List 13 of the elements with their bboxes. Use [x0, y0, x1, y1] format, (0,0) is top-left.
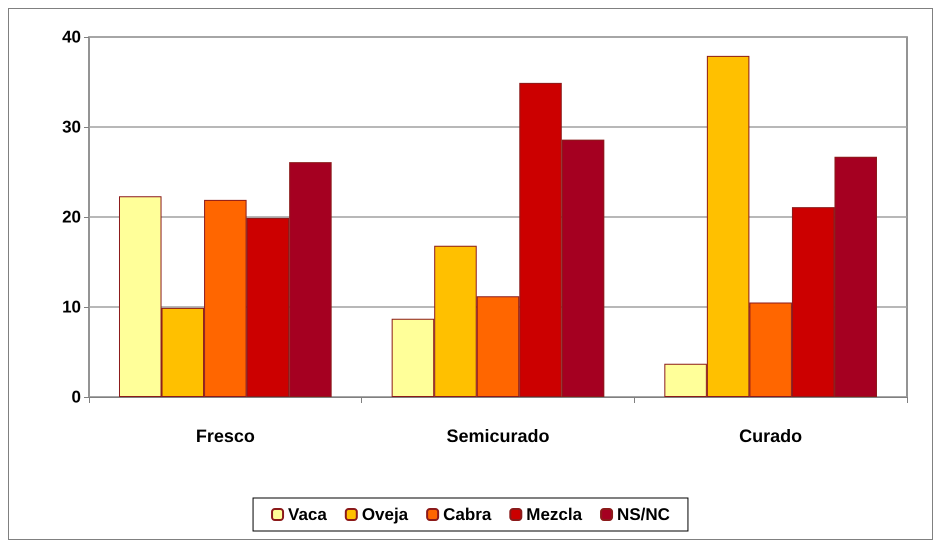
x-tick-label: Fresco — [196, 426, 255, 446]
legend-label: Cabra — [443, 505, 492, 524]
legend-label: Oveja — [362, 505, 409, 524]
y-tick-label: 10 — [62, 298, 81, 316]
legend-label: Mezcla — [526, 505, 583, 524]
y-tick-label: 0 — [72, 388, 81, 406]
y-tick-label: 20 — [62, 208, 81, 226]
legend-label: Vaca — [288, 505, 328, 524]
legend-label: NS/NC — [617, 505, 670, 524]
x-tick-label: Curado — [739, 426, 802, 446]
x-tick-label: Semicurado — [446, 426, 550, 446]
y-tick-label: 40 — [62, 28, 81, 46]
y-tick-label: 30 — [62, 118, 81, 136]
